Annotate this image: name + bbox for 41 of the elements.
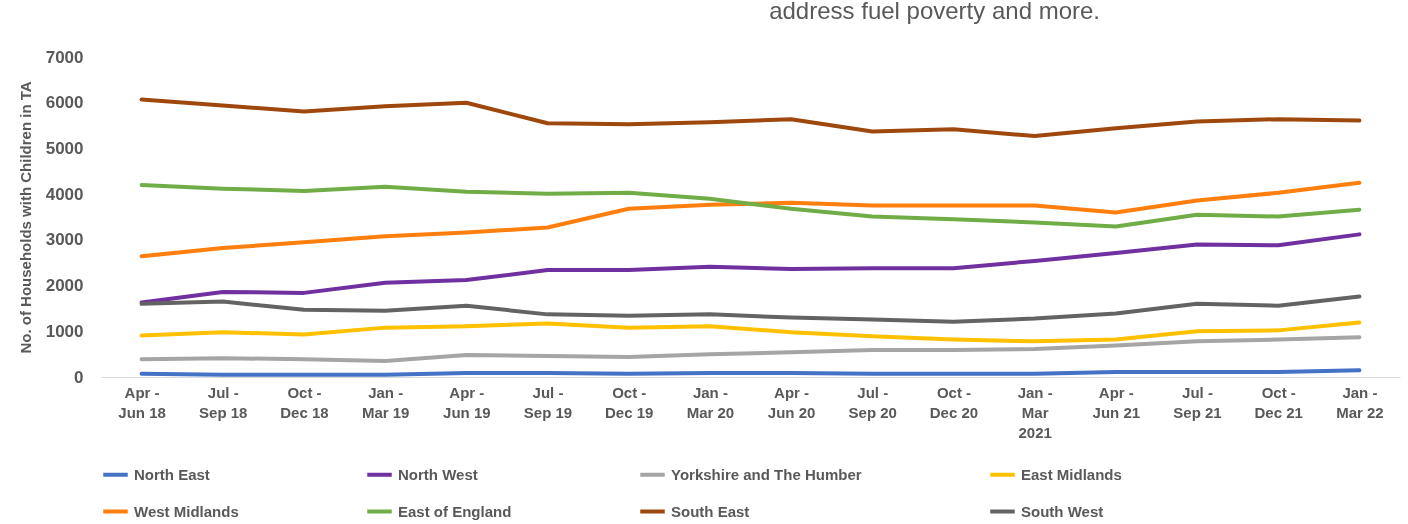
text: address fuel poverty and more. [769,0,1100,24]
x-tick-label: Jan - Mar 19 [361,383,410,421]
line-series [139,180,1362,259]
line-series [139,97,1362,139]
x-tick-label: Apr - Jun 19 [443,383,491,421]
legend-label: Yorkshire and The Humber [671,465,862,483]
y-tick-label: 7000 [45,47,84,67]
x-tick-label: Oct - Dec 19 [605,383,654,421]
x-tick-label: Apr - Jun 20 [767,383,816,421]
legend-label: East of England [398,502,512,520]
legend-label: East Midlands [1021,465,1122,483]
line-series [139,335,1362,363]
legend-label: North East [134,465,210,483]
legend-label: West Midlands [134,502,239,520]
x-tick-label: Jul - Sep 18 [199,383,248,421]
y-tick-label: 6000 [45,93,84,113]
x-tick-label: Jul - Sep 19 [523,383,573,421]
x-tick-label: Jan - Mar 22 [1336,383,1384,421]
x-tick-label: Jan - Mar 2021 [1017,383,1053,441]
line-series [139,183,1362,229]
y-axis-title: No. of Households with Children in TA [16,81,34,354]
x-tick-label: Oct - Dec 18 [280,383,329,421]
x-tick-label: Apr - Jun 21 [1092,383,1141,421]
y-tick-label: 1000 [45,321,84,341]
line-series [139,320,1362,344]
x-tick-label: Jul - Sep 20 [848,383,897,421]
line-series [139,232,1362,305]
x-tick-label: Apr - Jun 18 [118,383,166,421]
x-tick-label: Jan - Mar 20 [686,383,735,421]
y-tick-label: 2000 [45,276,84,296]
x-tick-label: Oct - Dec 21 [1254,383,1303,421]
legend-label: South West [1021,502,1104,520]
legend-label: North West [398,465,478,483]
y-tick-label: 5000 [45,138,84,158]
y-tick-label: 3000 [45,230,84,250]
line-series [139,294,1362,324]
legend-label: South East [671,502,750,520]
y-tick-label: 4000 [45,184,84,204]
y-tick-label: 0 [74,367,84,387]
x-tick-label: Jul - Sep 21 [1173,383,1222,421]
x-tick-label: Oct - Dec 20 [929,383,979,421]
